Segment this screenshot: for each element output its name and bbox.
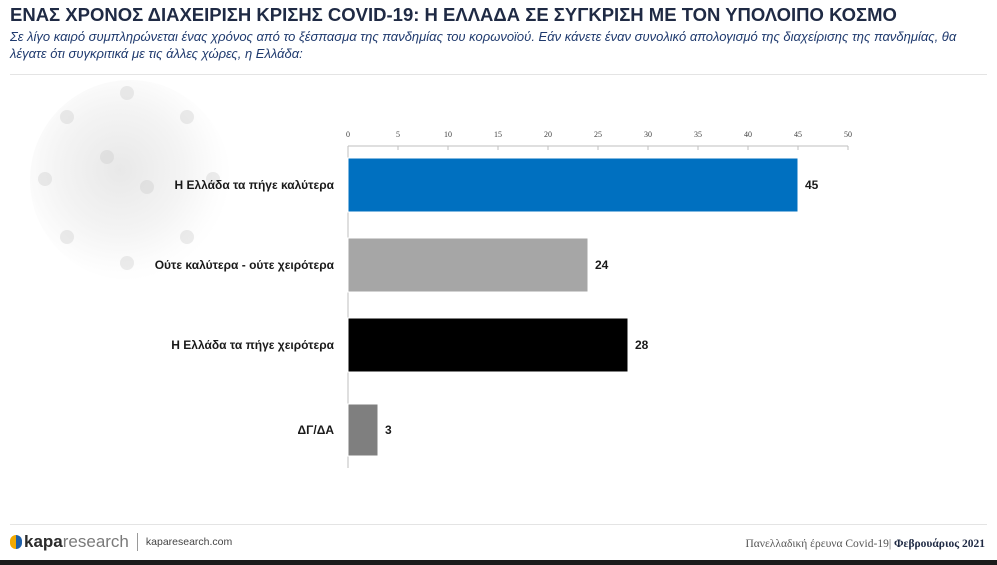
bottom-bar [0,560,997,565]
data-label: 45 [805,178,819,192]
kapa-logo-icon [10,533,22,551]
category-label: Η Ελλάδα τα πήγε χειρότερα [171,338,334,352]
kapa-research-logo: kapa research kaparesearch.com [10,532,232,552]
bar [347,403,379,457]
question-text: Σε λίγο καιρό συμπληρώνεται ένας χρόνος … [10,29,957,61]
x-tick-label: 5 [396,130,400,139]
x-tick-label: 45 [794,130,802,139]
bar [347,317,629,373]
x-tick-label: 15 [494,130,502,139]
logo-kapa-text: kapa [24,532,63,551]
x-tick-label: 50 [844,130,852,139]
category-label: ΔΓ/ΔΑ [298,423,335,437]
bar [347,157,799,213]
x-tick-label: 35 [694,130,702,139]
data-label: 28 [635,338,649,352]
header: ΕΝΑΣ ΧΡΟΝΟΣ ΔΙΑΧΕΙΡΙΣΗ ΚΡΙΣΗΣ COVID-19: … [10,4,987,62]
footer-divider [10,524,987,525]
x-tick-label: 0 [346,130,350,139]
logo-separator [136,533,138,551]
bar [347,237,589,293]
virus-watermark-icon [30,80,230,280]
x-tick-label: 25 [594,130,602,139]
survey-info: Πανελλαδική έρευνα Covid-19| Φεβρουάριος… [745,538,985,550]
x-tick-label: 20 [544,130,552,139]
survey-date: Φεβρουάριος 2021 [894,538,985,550]
data-label: 3 [385,423,392,437]
x-tick-label: 30 [644,130,652,139]
survey-name: Πανελλαδική έρευνα Covid-19| [745,538,892,550]
page-title: ΕΝΑΣ ΧΡΟΝΟΣ ΔΙΑΧΕΙΡΙΣΗ ΚΡΙΣΗΣ COVID-19: … [10,4,897,25]
data-label: 24 [595,258,609,272]
header-divider [10,74,987,75]
logo-research-text: research [62,532,129,551]
x-tick-label: 40 [744,130,752,139]
website-url: kaparesearch.com [145,536,233,548]
category-label: Ούτε καλύτερα - ούτε χειρότερα [155,258,335,272]
bar-chart: 0 5 10 15 20 25 30 35 40 45 50 Η Ελλάδα τα πήγε καλ… [155,130,852,468]
category-label: Η Ελλάδα τα πήγε καλύτερα [174,178,334,192]
footer: kapa research kaparesearch.com Πανελλαδι… [10,530,985,556]
x-tick-label: 10 [444,130,452,139]
